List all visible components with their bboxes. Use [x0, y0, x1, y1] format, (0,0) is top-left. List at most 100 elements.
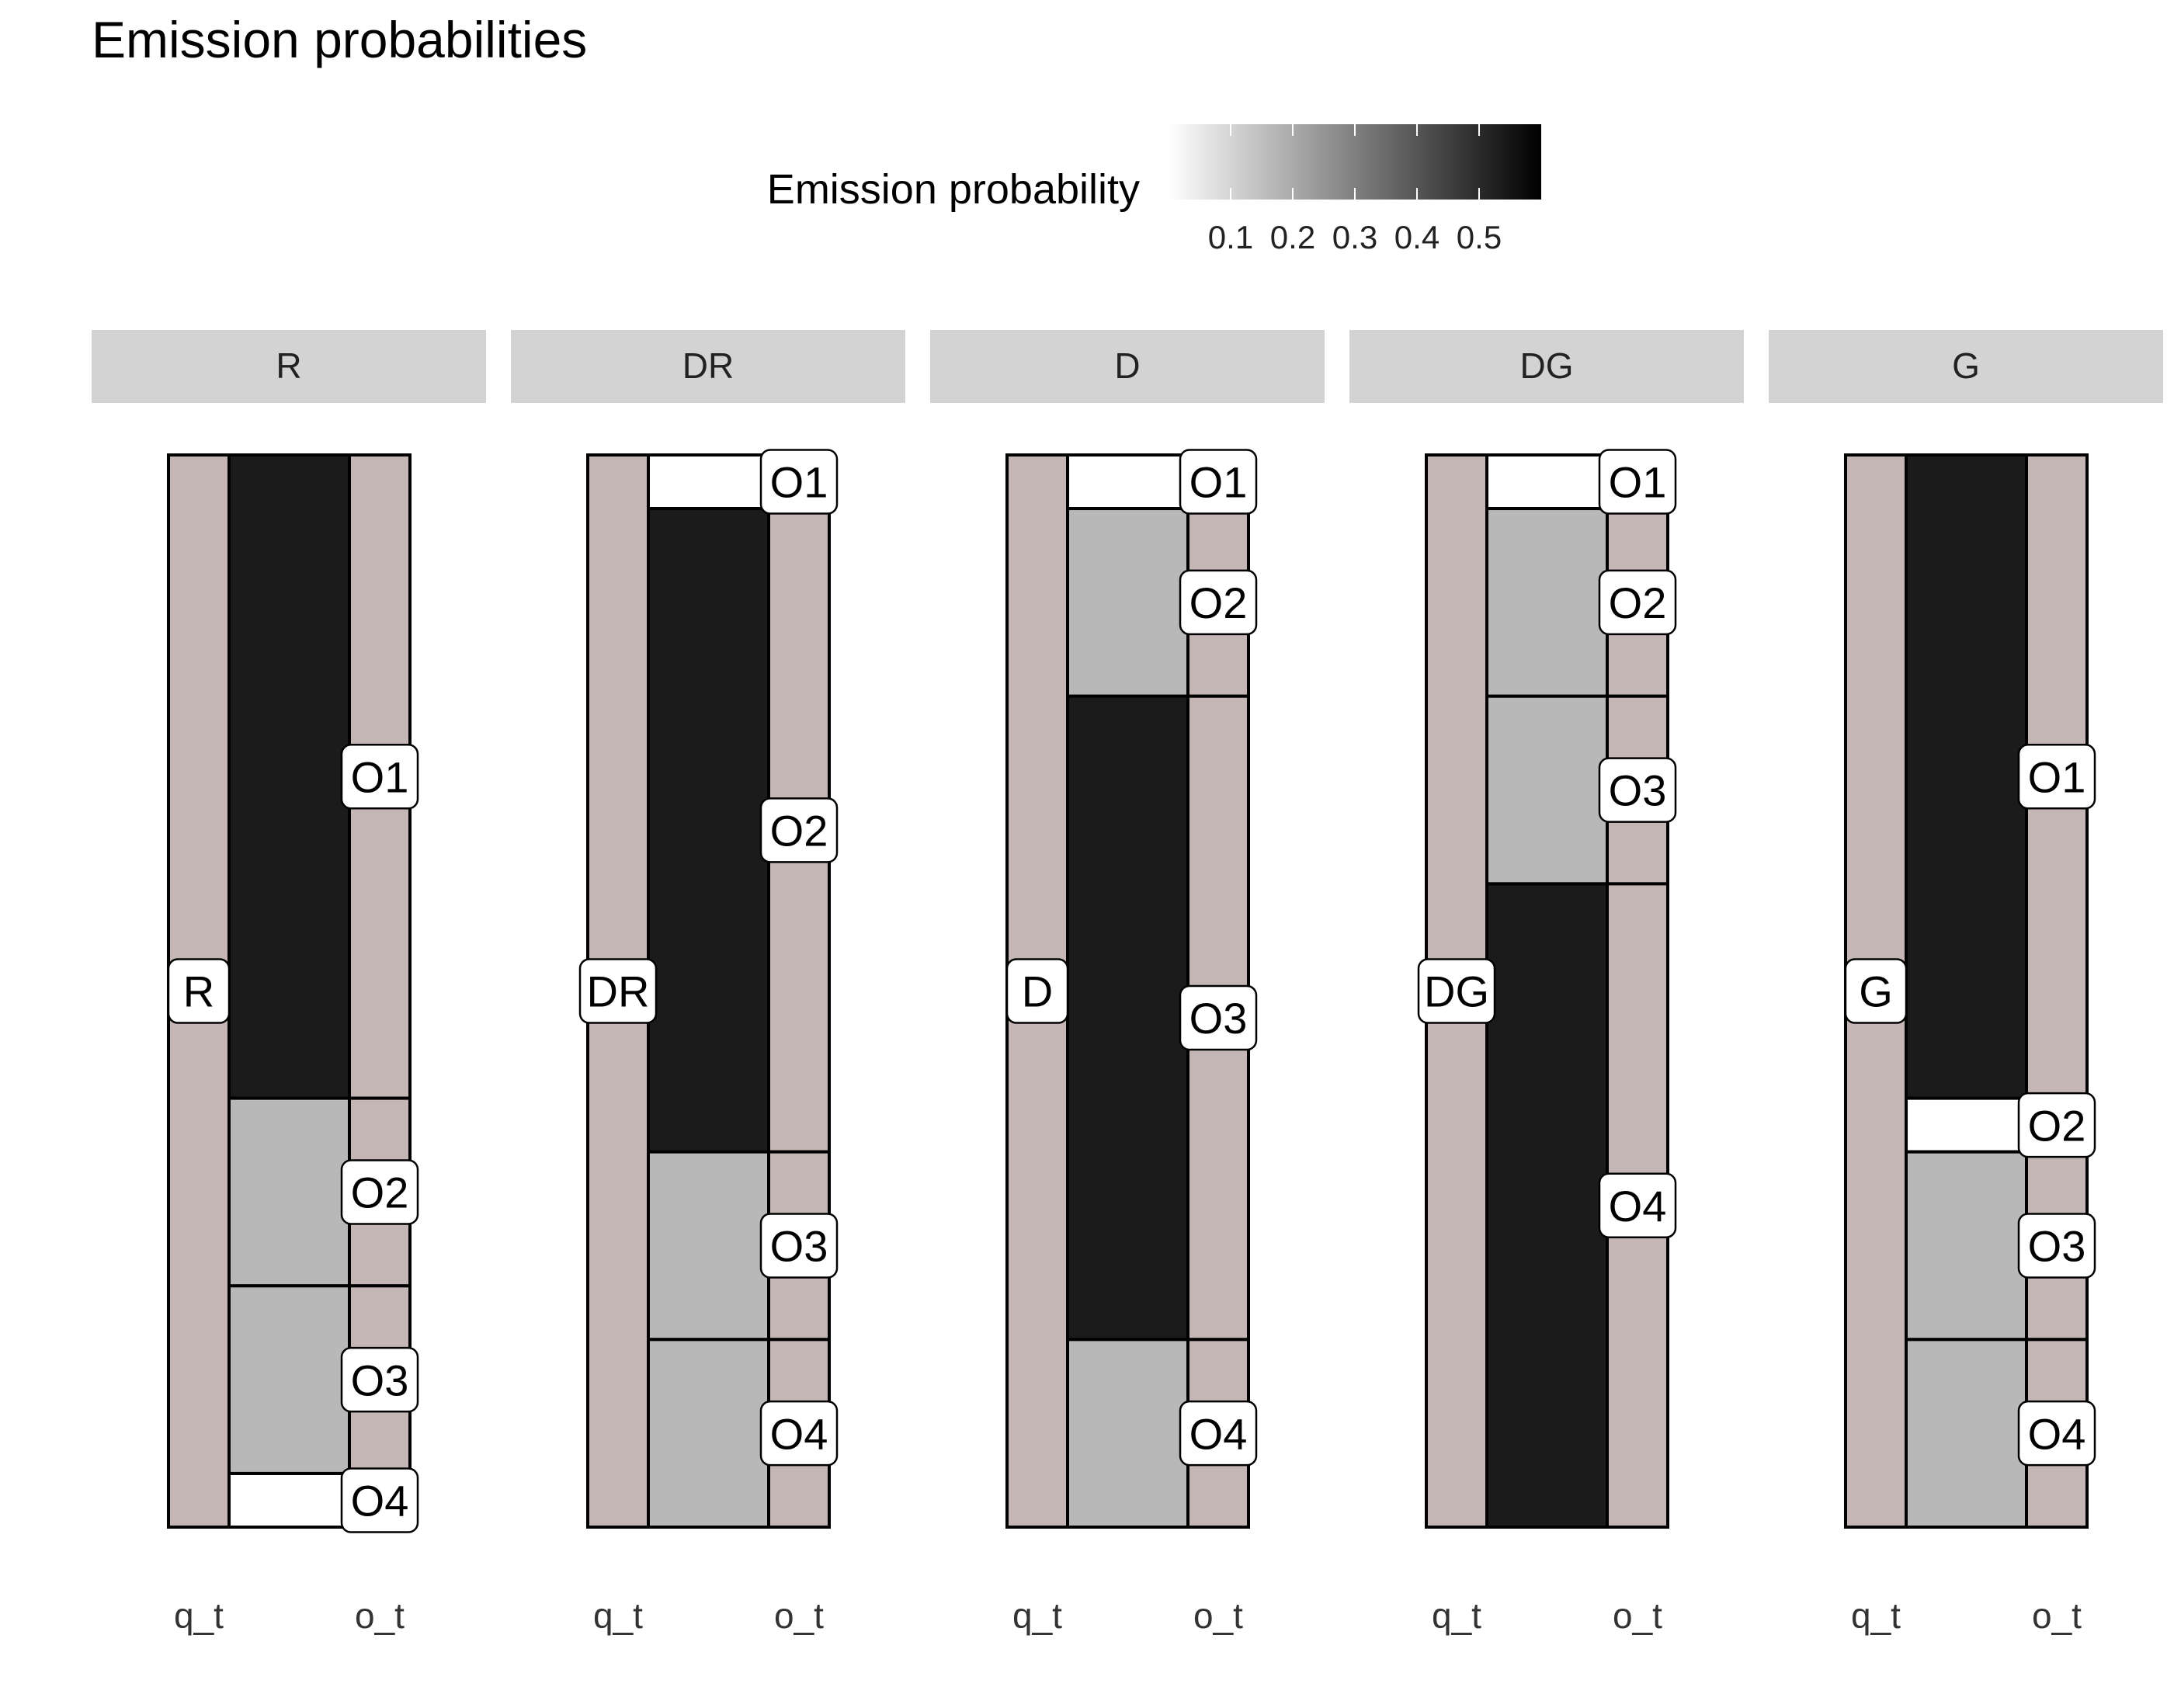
flow-o2: [1066, 507, 1189, 698]
facet-strip: [1349, 330, 1744, 403]
state-label-box: [1005, 958, 1069, 1024]
outcome-label-o3: O3: [351, 1356, 409, 1404]
flow-o4: [1485, 882, 1609, 1529]
facet-strip: [92, 330, 486, 403]
outcome-label-o1-box: [340, 744, 419, 810]
outcome-label-o3: O3: [1189, 994, 1248, 1043]
flow-o2: [227, 1096, 351, 1288]
outcome-label-o2-box: [340, 1159, 419, 1225]
outcome-label-o3: O3: [2028, 1222, 2086, 1271]
state-label: DG: [1424, 967, 1489, 1016]
state-label: DR: [587, 967, 650, 1016]
axis-label-o: o_t: [1193, 1595, 1243, 1636]
flow-o1: [1485, 453, 1609, 511]
state-label-box: [578, 958, 658, 1024]
axis-label-q: q_t: [593, 1595, 643, 1636]
outcome-label-o2: O2: [1609, 578, 1667, 627]
axis-label-q: q_t: [1851, 1595, 1901, 1636]
outcome-label-o3-box: [340, 1346, 419, 1413]
axis-label-o: o_t: [774, 1595, 824, 1636]
panel-dg: DG DG O1 O2 O3 O4 q_t o_t: [1349, 330, 1744, 1636]
flow-o4: [647, 1338, 770, 1529]
flow-o1: [647, 453, 770, 511]
outcome-label-o3-box: [1179, 984, 1258, 1051]
flow-o4: [1905, 1338, 2028, 1529]
facet-strip-label: DR: [682, 345, 734, 386]
flow-o1: [227, 453, 351, 1100]
flow-o1: [1905, 453, 2028, 1100]
outcome-label-o1: O1: [1609, 458, 1667, 507]
outcome-label-o2-box: [759, 797, 839, 863]
outcome-label-o4-box: [1179, 1400, 1258, 1467]
outcome-label-o4: O4: [1609, 1182, 1667, 1231]
state-label: G: [1859, 967, 1893, 1016]
chart-title: Emission probabilities: [92, 11, 587, 68]
flow-o2: [1485, 507, 1609, 698]
legend-tick-label: 0.2: [1270, 219, 1315, 255]
outcome-label-o2: O2: [2028, 1101, 2086, 1150]
outcome-label-o4-box: [2017, 1400, 2096, 1467]
legend-tick-label: 0.4: [1394, 219, 1439, 255]
flow-o3: [1066, 694, 1189, 1342]
outcome-label-o1: O1: [770, 458, 828, 507]
panel-g: G G O1 O2 O3 O4 q_t o_t: [1769, 330, 2163, 1636]
state-label: D: [1022, 967, 1053, 1016]
panel-d: D D O1 O2 O3 O4 q_t o_t: [930, 330, 1325, 1636]
outcome-label-o1: O1: [2028, 752, 2086, 801]
state-label: R: [183, 967, 214, 1016]
facet-strip-label: G: [1952, 345, 1980, 386]
facet-strip-label: R: [276, 345, 301, 386]
legend: Emission probability 0.1 0.2 0.3 0.4 0.5: [767, 124, 1541, 255]
panels: R R O1 O2 O3 O4 q_t o_t DR DR O1 O2 O3 O4 q_t o_t D D O1 O2…: [92, 330, 2163, 1636]
outcome-label-o1: O1: [1189, 458, 1248, 507]
axis-label-q: q_t: [1432, 1595, 1481, 1636]
state-label-box: [167, 958, 231, 1024]
state-label-box: [1844, 958, 1908, 1024]
panel-r: R R O1 O2 O3 O4 q_t o_t: [92, 330, 486, 1636]
axis-label-q: q_t: [174, 1595, 224, 1636]
outcome-label-o3-box: [2017, 1213, 2096, 1279]
axis-label-q: q_t: [1012, 1595, 1062, 1636]
state-label-box: [1417, 958, 1496, 1024]
flow-o3: [227, 1284, 351, 1475]
outcome-label-o3-box: [1598, 757, 1677, 823]
outcome-label-o2: O2: [770, 807, 828, 856]
outcome-label-o3: O3: [770, 1222, 828, 1271]
flow-o2: [1905, 1096, 2028, 1154]
flow-o3: [1905, 1150, 2028, 1342]
facet-strip: [511, 330, 905, 403]
outcome-label-o1-box: [1179, 449, 1258, 515]
outcome-label-o1-box: [1598, 449, 1677, 515]
outcome-label-o4: O4: [351, 1477, 409, 1526]
outcome-label-o3-box: [759, 1213, 839, 1279]
legend-tick-label: 0.3: [1332, 219, 1377, 255]
outcome-label-o4: O4: [1189, 1409, 1248, 1458]
outcome-label-o4-box: [759, 1400, 839, 1467]
flow-o4: [227, 1471, 351, 1529]
outcome-label-o4: O4: [2028, 1409, 2086, 1458]
facet-strip-label: DG: [1520, 345, 1574, 386]
legend-colorbar: [1169, 124, 1541, 200]
axis-label-o: o_t: [2032, 1595, 2082, 1636]
outcome-label-o1-box: [759, 449, 839, 515]
outcome-label-o4: O4: [770, 1409, 828, 1458]
flow-o1: [1066, 453, 1189, 511]
outcome-label-o2: O2: [351, 1168, 409, 1217]
facet-strip-label: D: [1114, 345, 1140, 386]
axis-label-o: o_t: [1613, 1595, 1662, 1636]
outcome-label-o1-box: [2017, 744, 2096, 810]
outcome-label-o3: O3: [1609, 766, 1667, 815]
legend-tick-label: 0.1: [1208, 219, 1253, 255]
flow-o3: [647, 1150, 770, 1342]
outcome-label-o2-box: [1598, 569, 1677, 636]
outcome-label-o2: O2: [1189, 578, 1248, 627]
facet-strip: [1769, 330, 2163, 403]
panel-dr: DR DR O1 O2 O3 O4 q_t o_t: [511, 330, 905, 1636]
legend-tick-label: 0.5: [1457, 219, 1502, 255]
axis-label-o: o_t: [355, 1595, 405, 1636]
flow-o4: [1066, 1338, 1189, 1529]
outcome-label-o2-box: [2017, 1092, 2096, 1158]
outcome-label-o4-box: [340, 1467, 419, 1533]
legend-title: Emission probability: [767, 166, 1140, 213]
